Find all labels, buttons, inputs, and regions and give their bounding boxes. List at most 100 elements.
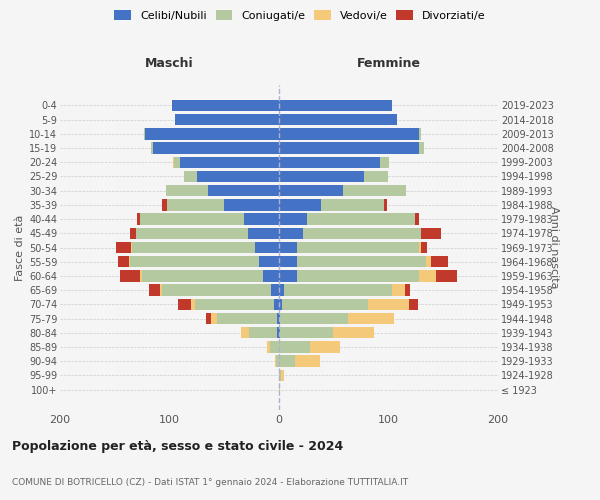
Bar (296, 270, 419, 281)
Y-axis label: Anni di nascita: Anni di nascita (549, 206, 559, 288)
Text: Maschi: Maschi (145, 57, 194, 70)
Bar (409, 298, 418, 310)
Bar (140, 214, 244, 225)
Bar (279, 128, 419, 140)
Bar (279, 214, 307, 225)
Bar (279, 298, 282, 310)
Bar (270, 341, 279, 352)
Bar (224, 199, 279, 210)
Bar (277, 327, 279, 338)
Bar (208, 185, 279, 196)
Bar (151, 142, 153, 154)
Bar (348, 313, 394, 324)
Bar (206, 313, 211, 324)
Bar (173, 156, 174, 168)
Bar (277, 313, 279, 324)
Text: Femmine: Femmine (356, 57, 421, 70)
Bar (250, 327, 277, 338)
Bar (241, 327, 250, 338)
Bar (275, 356, 276, 367)
Bar (178, 298, 191, 310)
Bar (137, 214, 140, 225)
Bar (197, 171, 279, 182)
Bar (364, 171, 389, 182)
Bar (120, 270, 140, 281)
Bar (259, 256, 279, 268)
Bar (419, 242, 421, 253)
Bar (368, 298, 409, 310)
Y-axis label: Fasce di età: Fasce di età (14, 214, 25, 280)
Bar (307, 214, 415, 225)
Bar (279, 228, 303, 239)
Bar (181, 156, 279, 168)
Bar (419, 128, 421, 140)
Bar (419, 270, 436, 281)
Bar (279, 327, 280, 338)
Bar (279, 100, 392, 111)
Bar (211, 313, 217, 324)
Bar (279, 114, 397, 126)
Bar (421, 228, 441, 239)
Bar (384, 199, 388, 210)
Bar (160, 284, 162, 296)
Bar (130, 228, 136, 239)
Bar (279, 185, 343, 196)
Bar (175, 114, 279, 126)
Bar (116, 242, 131, 253)
Bar (415, 214, 419, 225)
Bar (276, 356, 279, 367)
Bar (279, 242, 296, 253)
Bar (281, 370, 284, 381)
Legend: Celibi/Nubili, Coniugati/e, Vedovi/e, Divorziati/e: Celibi/Nubili, Coniugati/e, Vedovi/e, Di… (110, 6, 490, 25)
Bar (279, 313, 280, 324)
Bar (131, 242, 132, 253)
Bar (279, 370, 281, 381)
Text: COMUNE DI BOTRICELLO (CZ) - Dati ISTAT 1° gennaio 2024 - Elaborazione TUTTITALIA: COMUNE DI BOTRICELLO (CZ) - Dati ISTAT 1… (12, 478, 408, 487)
Bar (118, 256, 129, 268)
Bar (267, 341, 270, 352)
Bar (263, 270, 279, 281)
Bar (279, 156, 380, 168)
Bar (279, 171, 364, 182)
Bar (279, 384, 280, 395)
Bar (296, 256, 426, 268)
Bar (279, 199, 320, 210)
Bar (166, 185, 208, 196)
Text: Popolazione per età, sesso e stato civile - 2024: Popolazione per età, sesso e stato civil… (12, 440, 343, 453)
Bar (421, 242, 427, 253)
Bar (184, 171, 197, 182)
Bar (162, 199, 167, 210)
Bar (279, 284, 284, 296)
Bar (149, 284, 160, 296)
Bar (191, 298, 194, 310)
Bar (282, 298, 368, 310)
Bar (332, 327, 374, 338)
Bar (279, 270, 296, 281)
Bar (419, 142, 424, 154)
Bar (279, 142, 419, 154)
Bar (140, 270, 142, 281)
Bar (162, 284, 271, 296)
Bar (392, 284, 405, 296)
Bar (136, 228, 248, 239)
Bar (296, 242, 419, 253)
Bar (274, 298, 279, 310)
Bar (132, 242, 255, 253)
Bar (320, 199, 384, 210)
Bar (145, 128, 279, 140)
Bar (436, 270, 457, 281)
Bar (303, 228, 421, 239)
Bar (431, 256, 448, 268)
Bar (279, 256, 296, 268)
Bar (380, 156, 389, 168)
Bar (167, 199, 224, 210)
Bar (248, 228, 279, 239)
Bar (217, 313, 277, 324)
Bar (255, 242, 279, 253)
Bar (279, 341, 310, 352)
Bar (174, 156, 181, 168)
Bar (280, 327, 332, 338)
Bar (129, 256, 130, 268)
Bar (244, 214, 279, 225)
Bar (172, 100, 279, 111)
